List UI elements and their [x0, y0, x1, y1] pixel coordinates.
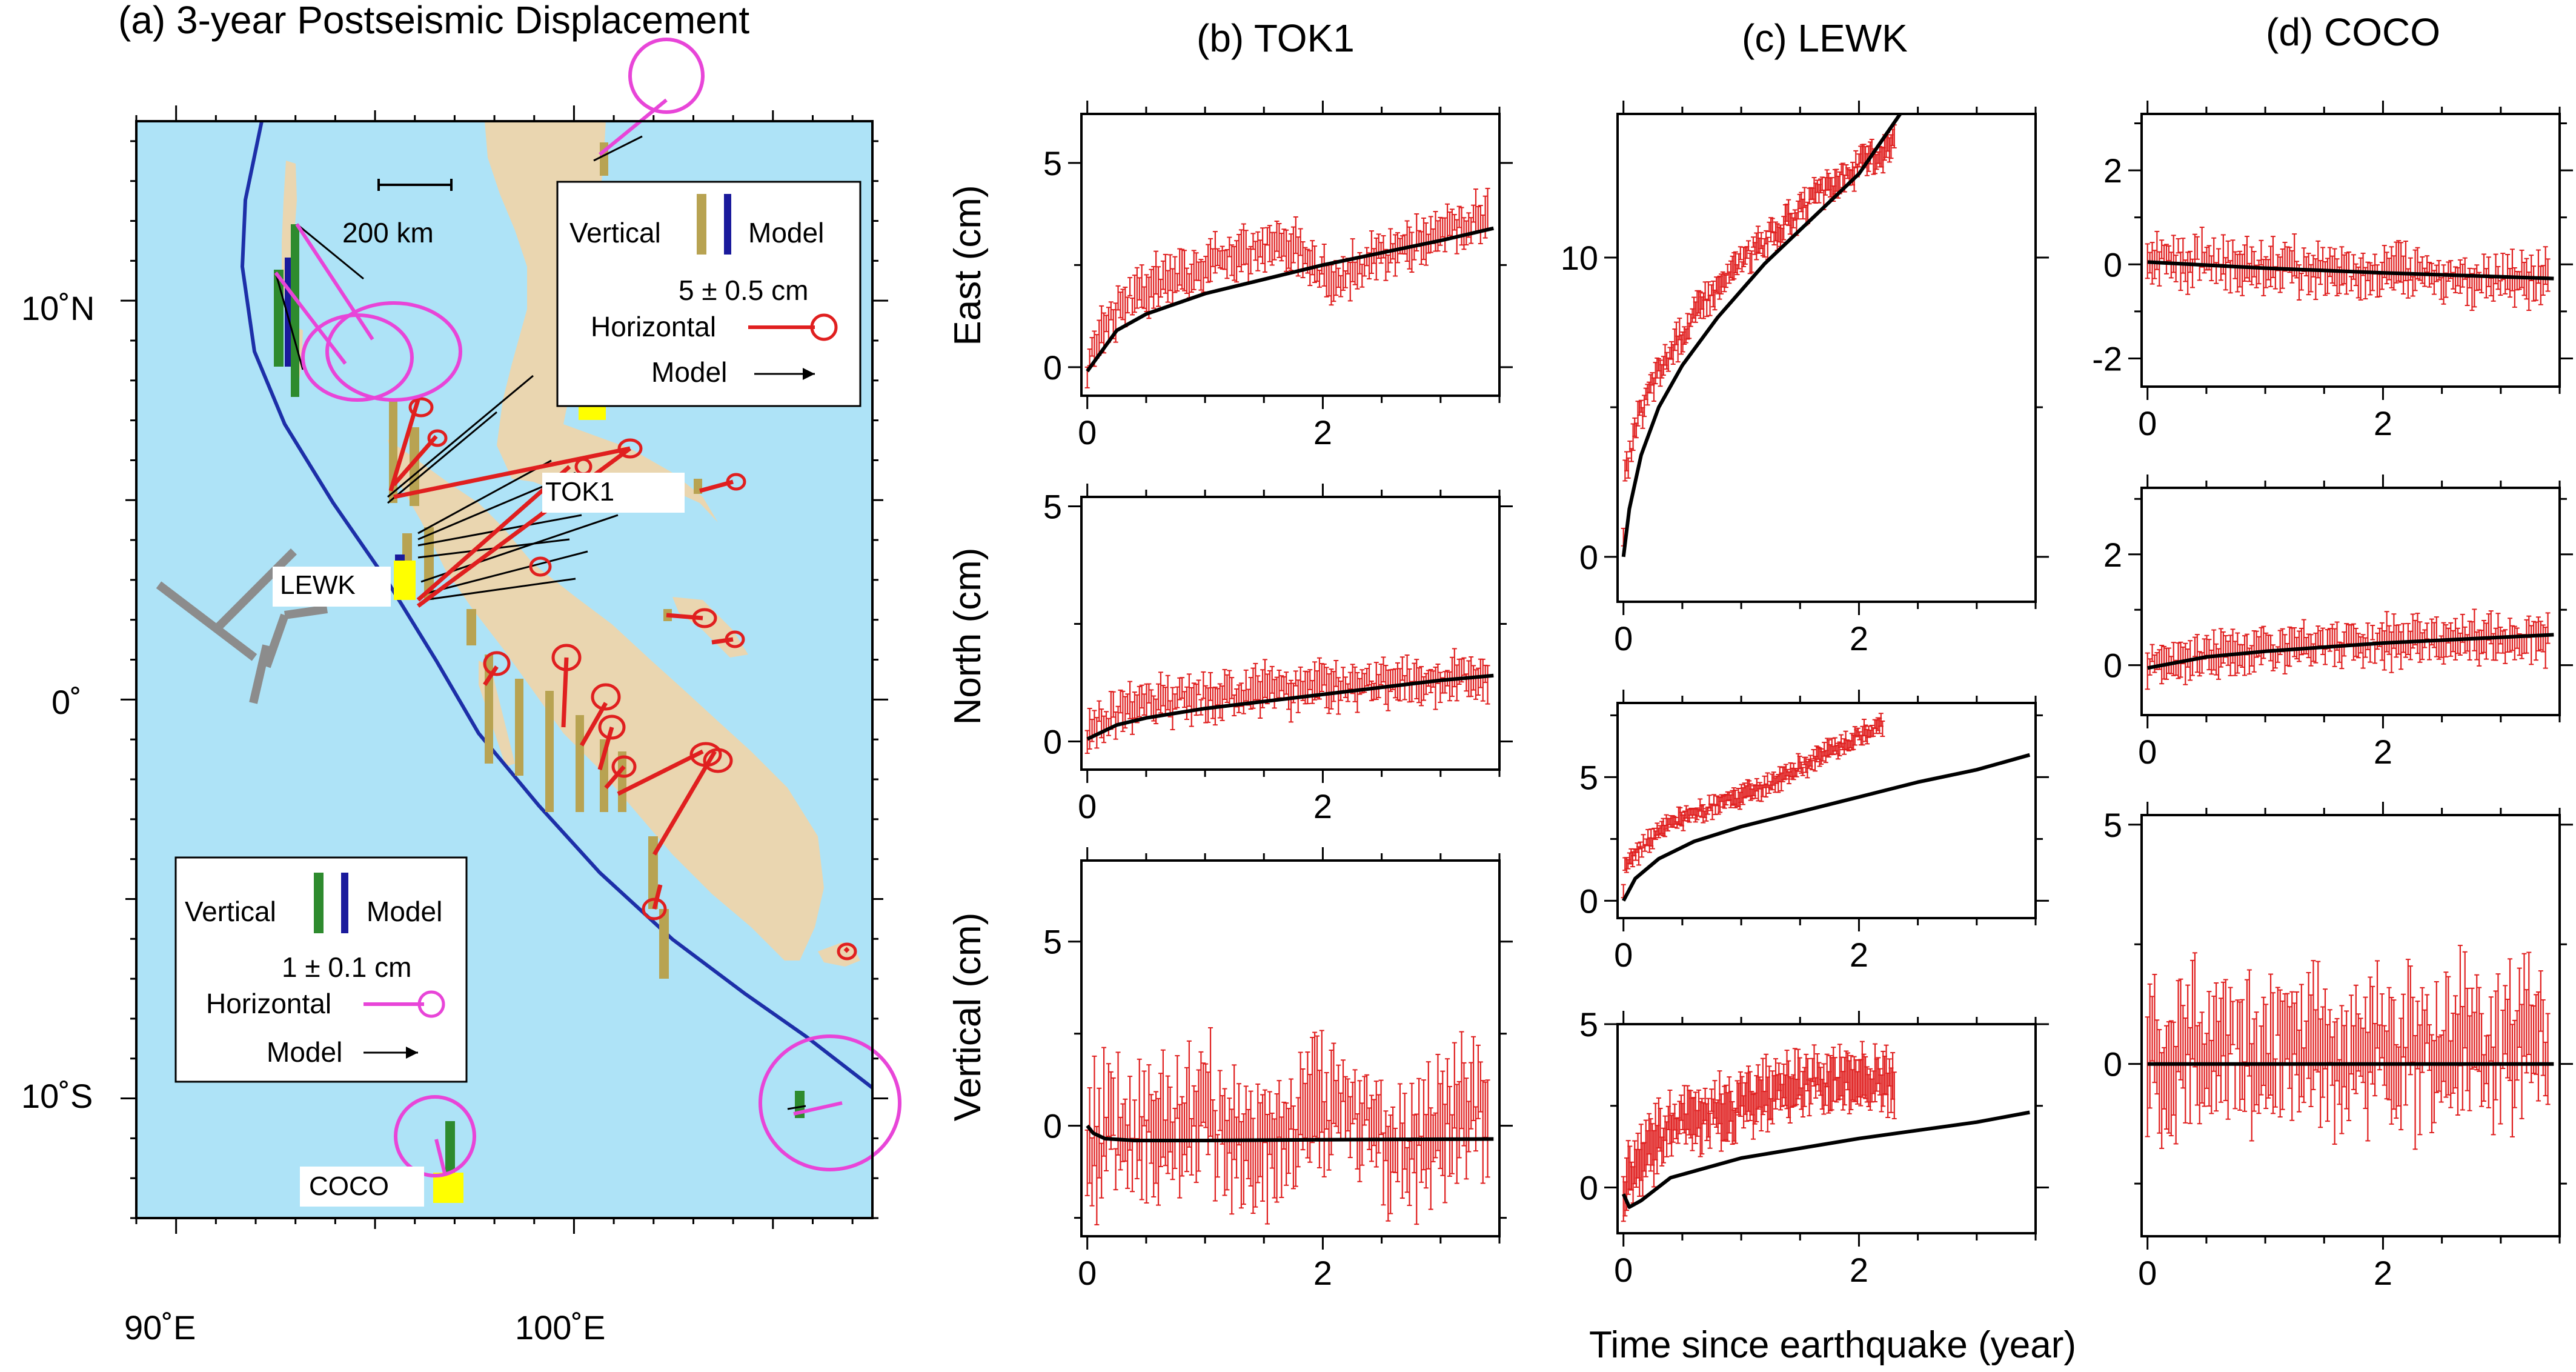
y-tick-label: 10 — [1561, 239, 1598, 277]
figure-xlabel: Time since earthquake (year) — [1589, 1324, 2076, 1366]
model-curve-c-north — [1624, 755, 2030, 901]
y-tick-label: 0 — [1043, 722, 1062, 761]
ylabel-east: East (cm) — [947, 185, 989, 345]
obs-series-b-east — [1085, 188, 1490, 388]
x-tick-label: 0 — [2138, 404, 2157, 442]
panel-title-b: (b) TOK1 — [1197, 16, 1355, 60]
legend-top-horizontal: Horizontal — [591, 311, 716, 342]
station-label-lewk: LEWK — [280, 570, 356, 600]
legend-bottom-horizontal: Horizontal — [206, 988, 331, 1019]
map-scale-label: 200 km — [342, 217, 434, 248]
ylabel-north: North (cm) — [947, 548, 989, 725]
map-lat-label-10s: 10˚S — [21, 1077, 93, 1115]
y-tick-label: 5 — [1579, 758, 1598, 796]
x-tick-label: 2 — [1850, 936, 1868, 974]
x-tick-label: 0 — [2138, 733, 2157, 771]
obs-series-b-north — [1085, 648, 1490, 753]
legend-top-model: Model — [748, 217, 824, 248]
panel-title-d: (d) COCO — [2266, 10, 2440, 54]
y-tick-label: 2 — [2103, 152, 2122, 190]
x-tick-label: 2 — [2374, 404, 2392, 442]
map-title: (a) 3-year Postseismic Displacement — [118, 0, 749, 42]
y-tick-label: 5 — [1579, 1005, 1598, 1044]
x-tick-label: 2 — [1313, 1254, 1332, 1292]
ylabel-vertical: Vertical (cm) — [947, 913, 989, 1121]
legend-top-model-arrow: Model — [651, 356, 727, 388]
x-tick-label: 0 — [1078, 787, 1097, 825]
map-lon-label-100: 100˚E — [515, 1308, 605, 1347]
obs-series-c-north — [1621, 713, 1885, 897]
x-tick-label: 0 — [1078, 1254, 1097, 1292]
map-lon-label-90: 90˚E — [124, 1308, 196, 1347]
obs-series-c-east — [1621, 125, 1897, 546]
x-tick-label: 0 — [1614, 936, 1633, 974]
x-tick-label: 0 — [1614, 619, 1633, 658]
y-tick-label: -2 — [2092, 339, 2122, 378]
panel-c-vert: 0 2 0 5 — [1579, 1005, 2049, 1289]
model-curve-c-east — [1624, 114, 1900, 557]
panel-b-vert: 0 2 0 5 — [1043, 847, 1513, 1292]
panel-b-north: 0 2 0 5 — [1043, 484, 1513, 825]
obs-series-d-vert — [2145, 945, 2551, 1149]
map-legend-top: Vertical Model 5 ± 0.5 cm Horizontal Mod… — [557, 182, 860, 406]
legend-top-vertical: Vertical — [569, 217, 661, 248]
x-tick-label: 2 — [1313, 413, 1332, 451]
y-tick-label: 5 — [1043, 488, 1062, 526]
map-lat-label-0: 0˚ — [51, 683, 82, 721]
obs-series-b-vert — [1085, 1028, 1490, 1225]
y-tick-label: 2 — [2103, 536, 2122, 574]
station-label-coco: COCO — [309, 1171, 389, 1201]
map-legend-bottom: Vertical Model 1 ± 0.1 cm Horizontal Mod… — [176, 858, 466, 1082]
y-tick-label: 0 — [1043, 348, 1062, 387]
y-tick-label: 0 — [1579, 882, 1598, 920]
x-tick-label: 2 — [1850, 619, 1868, 658]
obs-series-d-north — [2145, 609, 2551, 689]
legend-top-scale: 5 ± 0.5 cm — [679, 275, 808, 306]
legend-bottom-scale: 1 ± 0.1 cm — [282, 951, 411, 983]
legend-bottom-vertical: Vertical — [185, 896, 276, 927]
y-tick-label: 0 — [2103, 245, 2122, 284]
legend-bottom-model: Model — [367, 896, 442, 927]
panel-d-east: 0 2 -2 0 2 — [2092, 101, 2573, 442]
x-tick-label: 0 — [1078, 413, 1097, 451]
y-tick-label: 0 — [1579, 538, 1598, 576]
obs-series-c-vert — [1621, 1042, 1897, 1222]
x-tick-label: 2 — [2374, 733, 2392, 771]
map-lat-label-10n: 10˚N — [21, 289, 95, 327]
y-tick-label: 0 — [1043, 1107, 1062, 1145]
panel-title-c: (c) LEWK — [1742, 16, 1908, 60]
x-tick-label: 2 — [1313, 787, 1332, 825]
panel-c-east: 0 2 0 10 — [1561, 101, 2049, 658]
y-tick-label: 0 — [2103, 647, 2122, 685]
y-tick-label: 0 — [1579, 1169, 1598, 1207]
panel-c-north: 0 2 0 5 — [1579, 690, 2049, 974]
map-panel: 200 km TOK1 LEWK COCO Vertical Model 5 ±… — [21, 39, 900, 1347]
y-tick-label: 5 — [1043, 144, 1062, 182]
x-tick-label: 2 — [1850, 1251, 1868, 1289]
plot-frame-b-north — [1081, 497, 1499, 770]
obs-series-d-east — [2145, 227, 2551, 310]
y-tick-label: 5 — [1043, 923, 1062, 961]
panel-b-east: 0 2 0 5 — [1043, 101, 1513, 451]
panel-d-north: 0 2 0 2 — [2103, 475, 2573, 771]
plot-frame-d-east — [2142, 114, 2560, 387]
station-label-tok1: TOK1 — [545, 477, 614, 507]
legend-bottom-model-arrow: Model — [267, 1036, 342, 1068]
plot-frame-d-north — [2142, 488, 2560, 715]
plot-frame-b-vert — [1081, 861, 1499, 1236]
x-tick-label: 0 — [1614, 1251, 1633, 1289]
